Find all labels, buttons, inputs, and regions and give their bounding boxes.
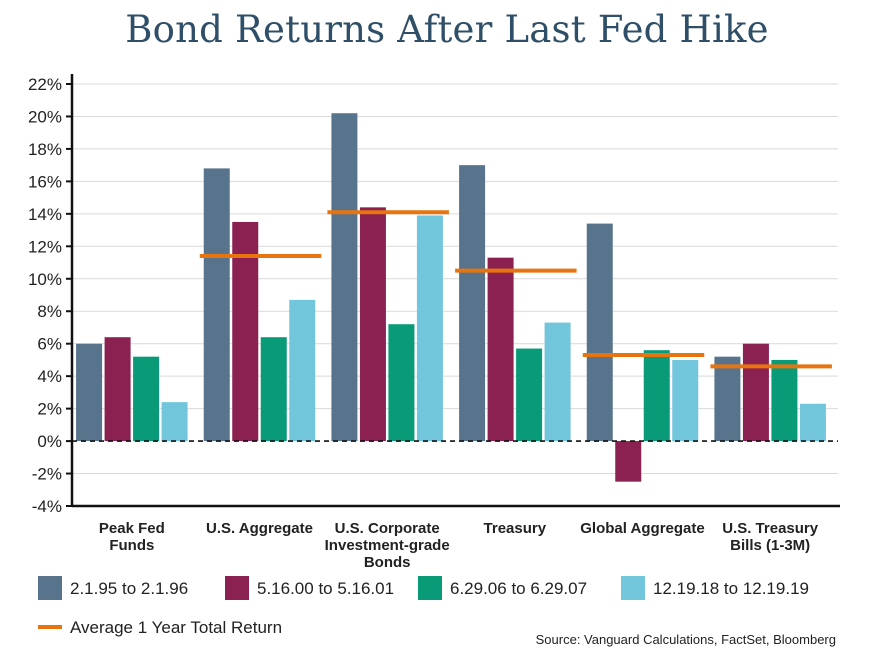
bar: [586, 223, 613, 442]
category-label: Treasury: [484, 520, 547, 537]
bar: [487, 257, 514, 442]
y-tick-label: 6%: [37, 335, 62, 354]
bar: [742, 343, 769, 442]
average-lines: [199, 210, 832, 369]
y-tick-label: -2%: [32, 465, 62, 484]
bar: [104, 337, 131, 442]
bar: [161, 402, 188, 442]
bar: [615, 441, 642, 482]
legend-swatch: [225, 576, 249, 600]
gridlines: [72, 83, 838, 507]
bar: [76, 343, 103, 442]
legend-swatch: [38, 576, 62, 600]
legend-average-label: Average 1 Year Total Return: [70, 618, 282, 637]
y-tick-label: 12%: [28, 237, 62, 256]
bar: [516, 348, 543, 442]
category-label: U.S. Treasury: [722, 520, 819, 537]
category-label: Bills (1-3M): [730, 537, 810, 554]
bar: [232, 221, 259, 442]
y-tick-label: 2%: [37, 400, 62, 419]
bars: [76, 113, 826, 482]
bar: [643, 350, 670, 442]
bar: [203, 168, 230, 442]
bar: [771, 359, 798, 442]
y-tick-labels: 22% 20% 18% 16% 14% 12% 10% 8% 6% 4% 2% 0% -2% -4%: [28, 75, 62, 516]
y-tick-label: 8%: [37, 302, 62, 321]
y-tick-label: 18%: [28, 140, 62, 159]
bar: [331, 113, 358, 442]
y-tick-label: 16%: [28, 172, 62, 191]
chart-title: Bond Returns After Last Fed Hike: [125, 8, 769, 51]
category-label: U.S. Corporate: [335, 520, 440, 537]
y-tick-label: 0%: [37, 432, 62, 451]
bar: [672, 359, 699, 442]
legend-label: 12.19.18 to 12.19.19: [653, 579, 809, 598]
legend-label: 5.16.00 to 5.16.01: [257, 579, 394, 598]
bar: [388, 324, 415, 442]
bar: [714, 356, 741, 442]
y-tick-label: 20%: [28, 107, 62, 126]
bar: [133, 356, 160, 442]
bar: [289, 299, 316, 442]
y-tick-label: 10%: [28, 270, 62, 289]
y-tick-label: 4%: [37, 367, 62, 386]
y-tick-label: 22%: [28, 75, 62, 94]
bar: [459, 165, 486, 442]
legend-swatch: [621, 576, 645, 600]
bar: [799, 403, 826, 442]
category-label: Bonds: [364, 554, 411, 571]
category-label: Investment-grade: [325, 537, 450, 554]
legend: 2.1.95 to 2.1.96 5.16.00 to 5.16.01 6.29.0…: [38, 576, 809, 637]
category-label: Funds: [109, 537, 154, 554]
bar: [260, 337, 287, 442]
legend-swatch: [418, 576, 442, 600]
legend-label: 6.29.06 to 6.29.07: [450, 579, 587, 598]
bar: [544, 322, 571, 442]
category-label: U.S. Aggregate: [206, 520, 313, 537]
legend-label: 2.1.95 to 2.1.96: [70, 579, 188, 598]
bar: [359, 207, 386, 442]
category-label: Peak Fed: [99, 520, 165, 537]
category-label: Global Aggregate: [580, 520, 704, 537]
bar: [416, 215, 443, 442]
y-tick-label: 14%: [28, 205, 62, 224]
axes: [66, 74, 840, 508]
source-note: Source: Vanguard Calculations, FactSet, …: [536, 632, 836, 647]
y-tick-label: -4%: [32, 497, 62, 516]
